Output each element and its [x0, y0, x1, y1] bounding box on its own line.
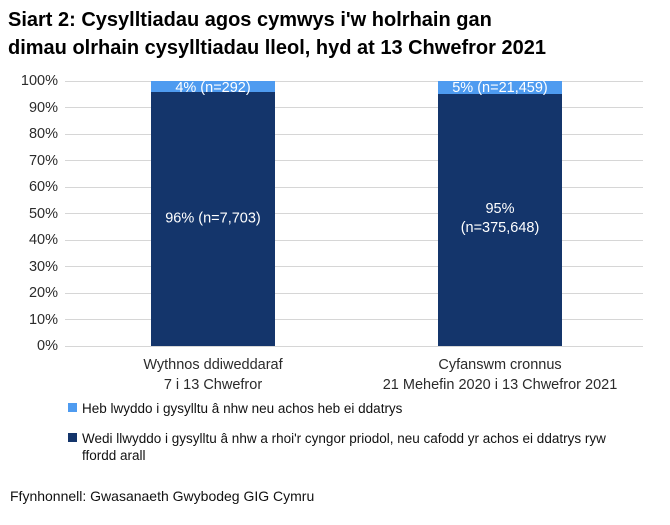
y-axis-tick-label: 80% [28, 126, 58, 142]
legend: Heb lwyddo i gysylltu â nhw neu achos he… [68, 400, 653, 477]
legend-label-not-reached: Heb lwyddo i gysylltu â nhw neu achos he… [82, 401, 403, 416]
x-axis-category-label: Wythnos ddiweddaraf 7 i 13 Chwefror [143, 357, 283, 393]
gridline [65, 213, 643, 214]
y-axis-tick-label: 100% [20, 73, 58, 89]
bar-segment-reached [438, 94, 562, 346]
stacked-bar-1: 4% (n=292) 96% (n=7,703) [151, 80, 275, 346]
gridline [65, 80, 643, 82]
legend-label-reached: Wedi llwyddo i gysylltu â nhw a rhoi'r c… [82, 431, 606, 463]
legend-swatch-light-blue [68, 403, 77, 412]
gridline [65, 133, 643, 135]
y-axis-tick-label: 40% [28, 232, 58, 248]
data-label-reached: 95% (n=375,648) [460, 200, 540, 236]
gridline [65, 319, 643, 320]
y-axis-tick-label: 60% [28, 179, 58, 195]
x-axis-category-label: Cyfanswm cronnus 21 Mehefin 2020 i 13 Ch… [382, 357, 618, 393]
y-axis-tick-label: 20% [28, 285, 58, 301]
gridline [65, 160, 643, 161]
data-label-not-reached: 4% (n=292) [175, 80, 251, 96]
chart-title: Siart 2: Cysylltiadau agos cymwys i'w ho… [8, 6, 664, 62]
bar-segment-reached [151, 91, 275, 346]
bar-segment-not-reached [438, 81, 562, 95]
y-axis-tick-label: 0% [37, 338, 58, 354]
gridline [65, 107, 643, 108]
plot-area: 0% 10% 20% 30% 40% 50% 60% 70% 80% 90% 100% 4% (n=2… [21, 73, 643, 393]
bar-segment-not-reached [151, 81, 275, 92]
gridline [65, 266, 643, 267]
y-axis-tick-label: 90% [28, 99, 58, 116]
y-axis-tick-label: 50% [28, 205, 58, 222]
gridline [65, 239, 643, 241]
gridline [65, 345, 643, 347]
chart-title-line2: dimau olrhain cysylltiadau lleol, hyd at… [8, 37, 546, 59]
legend-item-not-reached: Heb lwyddo i gysylltu â nhw neu achos he… [68, 400, 653, 417]
source-note: Ffynhonnell: Gwasanaeth Gwybodeg GIG Cym… [10, 488, 315, 504]
gridline [65, 186, 643, 188]
legend-swatch-dark-blue [68, 433, 77, 442]
y-axis-tick-label: 10% [28, 311, 58, 328]
data-label-not-reached: 5% (n=21,459) [452, 80, 548, 96]
legend-item-reached: Wedi llwyddo i gysylltu â nhw a rhoi'r c… [68, 430, 653, 464]
data-label-reached: 96% (n=7,703) [165, 210, 261, 227]
gridline [65, 292, 643, 294]
y-axis-tick-label: 70% [28, 152, 58, 169]
chart-title-line1: Siart 2: Cysylltiadau agos cymwys i'w ho… [8, 9, 492, 31]
stacked-bar-2: 5% (n=21,459) 95% (n=375,648) [438, 80, 562, 346]
y-axis-tick-label: 30% [28, 258, 58, 275]
